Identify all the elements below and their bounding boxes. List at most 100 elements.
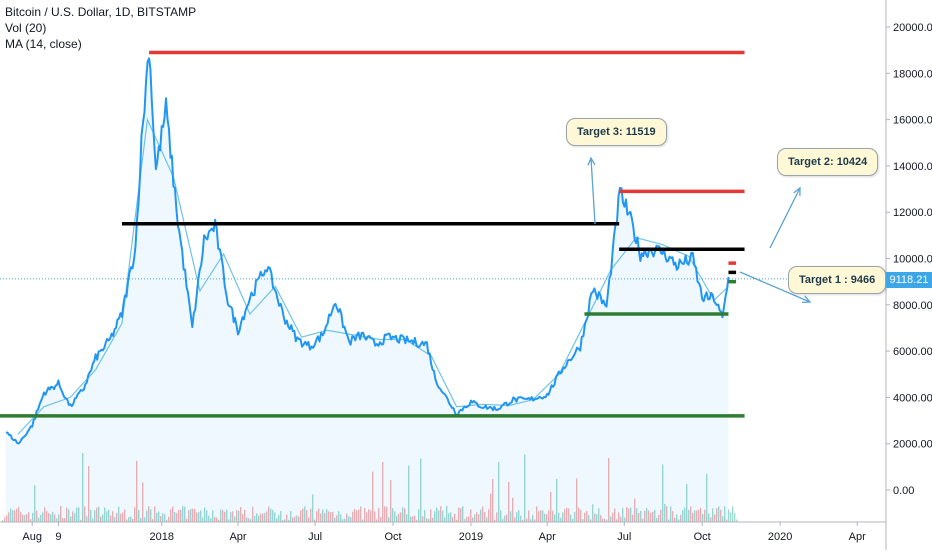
volume-bar <box>562 512 564 522</box>
volume-bar <box>402 507 404 522</box>
volume-bar <box>90 510 92 522</box>
volume-bar <box>172 506 174 522</box>
volume-bar <box>362 519 364 522</box>
volume-bar <box>262 513 264 522</box>
volume-bar <box>184 506 186 522</box>
volume-bar <box>352 511 354 522</box>
volume-bar <box>32 512 34 522</box>
volume-bar <box>212 510 214 522</box>
volume-bar <box>368 509 370 522</box>
volume-bar <box>142 482 144 522</box>
volume-bar <box>76 507 78 522</box>
target2-arrow-head <box>793 186 801 197</box>
target1-arrow-shaft <box>739 271 811 303</box>
volume-bar <box>158 511 160 522</box>
x-tick-label: Aug <box>22 531 42 543</box>
volume-bar <box>240 507 242 522</box>
volume-bar <box>80 519 82 522</box>
volume-bar <box>404 508 406 522</box>
volume-bar <box>206 510 208 522</box>
volume-bar <box>146 510 148 522</box>
volume-bar <box>656 518 658 522</box>
volume-bar <box>384 506 386 522</box>
volume-bar <box>492 479 494 522</box>
volume-bar <box>698 509 700 522</box>
volume-bar <box>296 515 298 522</box>
volume-bar <box>474 514 476 522</box>
target2-callout[interactable]: Target 2: 10424 <box>777 148 879 176</box>
volume-bar <box>6 515 8 522</box>
volume-bar <box>42 512 44 522</box>
volume-bar <box>570 514 572 522</box>
volume-bar <box>14 510 16 522</box>
volume-bar <box>96 507 98 522</box>
volume-bar <box>462 506 464 522</box>
volume-bar <box>736 519 738 522</box>
volume-bar <box>10 508 12 522</box>
volume-bar <box>464 519 466 522</box>
volume-bar <box>430 509 432 522</box>
volume-bar <box>668 519 670 522</box>
volume-bar <box>246 517 248 522</box>
volume-bar <box>638 512 640 522</box>
target1-callout[interactable]: Target 1 : 9466 <box>788 266 887 294</box>
volume-bar <box>640 510 642 522</box>
volume-bar <box>110 515 112 522</box>
volume-bar <box>226 509 228 522</box>
volume-bar <box>434 511 436 522</box>
volume-bar <box>704 509 706 522</box>
volume-bar <box>604 518 606 522</box>
volume-bar <box>354 509 356 522</box>
volume-bar <box>298 516 300 522</box>
volume-bar <box>122 512 124 522</box>
volume-bar <box>460 508 462 522</box>
target3-callout[interactable]: Target 3: 11519 <box>566 118 667 146</box>
volume-bar <box>124 509 126 522</box>
volume-bars <box>2 453 738 522</box>
volume-bar <box>732 506 734 522</box>
volume-bar <box>392 508 394 522</box>
volume-bar <box>566 507 568 522</box>
volume-bar <box>390 479 392 522</box>
volume-bar <box>36 510 38 522</box>
volume-bar <box>204 507 206 522</box>
volume-bar <box>478 514 480 522</box>
volume-bar <box>686 484 688 522</box>
volume-bar <box>140 518 142 522</box>
volume-bar <box>312 494 314 522</box>
volume-bar <box>364 508 366 522</box>
volume-bar <box>116 513 118 522</box>
volume-bar <box>572 518 574 522</box>
y-tick-label: 0.00 <box>893 485 914 497</box>
volume-bar <box>428 518 430 522</box>
volume-bar <box>588 515 590 522</box>
volume-bar <box>452 517 454 522</box>
volume-bar <box>276 518 278 522</box>
volume-bar <box>202 517 204 522</box>
volume-bar <box>734 513 736 522</box>
volume-bar <box>470 509 472 522</box>
volume-bar <box>624 517 626 522</box>
legend-volume: Vol (20) <box>5 21 47 35</box>
volume-bar <box>426 518 428 522</box>
volume-bar <box>100 516 102 522</box>
volume-bar <box>458 507 460 522</box>
volume-bar <box>288 519 290 522</box>
volume-bar <box>514 517 516 522</box>
volume-bar <box>358 509 360 522</box>
volume-bar <box>642 518 644 522</box>
volume-bar <box>238 510 240 522</box>
volume-bar <box>190 508 192 522</box>
x-tick-label: 9 <box>55 531 61 543</box>
volume-bar <box>632 514 634 522</box>
volume-bar <box>406 514 408 522</box>
volume-bar <box>214 517 216 522</box>
volume-bar <box>608 457 610 522</box>
volume-bar <box>614 508 616 522</box>
volume-bar <box>634 498 636 522</box>
volume-bar <box>232 511 234 522</box>
volume-bar <box>538 511 540 522</box>
volume-bar <box>344 518 346 522</box>
volume-bar <box>654 509 656 522</box>
